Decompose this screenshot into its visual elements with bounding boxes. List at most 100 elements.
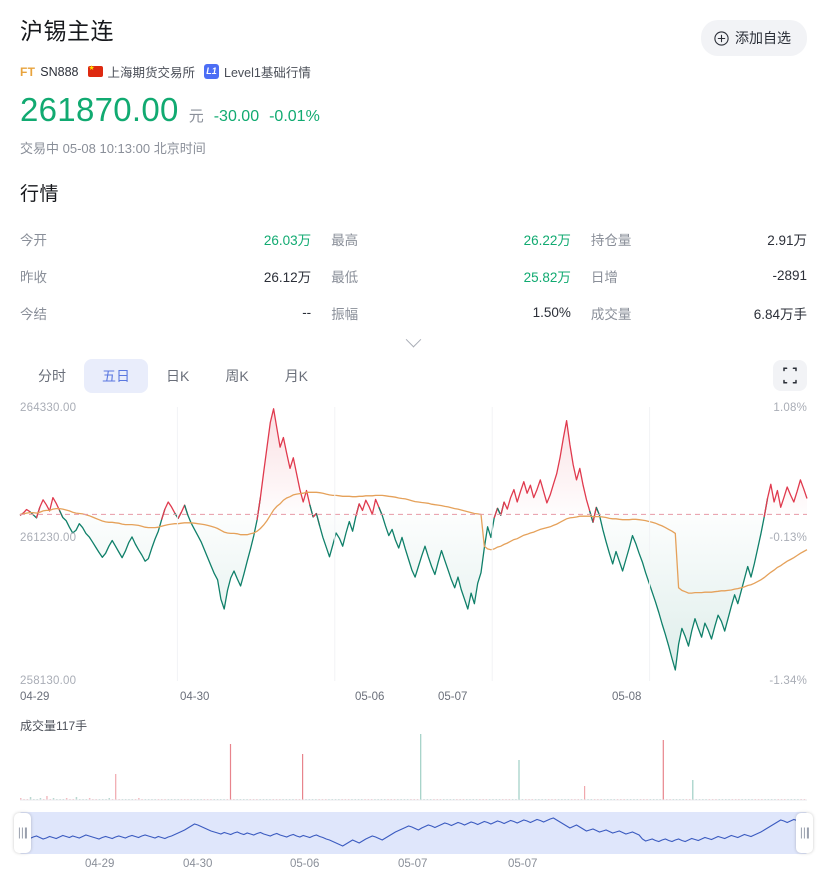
- price-line-segment: [58, 508, 166, 562]
- tab-分时[interactable]: 分时: [38, 368, 66, 384]
- price-line-segment: [763, 479, 808, 518]
- y-axis-label-mid-right: -0.13%: [769, 532, 807, 544]
- quote-value: 26.22万: [523, 232, 571, 248]
- volume-bar: [108, 798, 110, 800]
- quote-cell: 最高 26.22万: [311, 229, 571, 249]
- tab-五日[interactable]: 五日: [84, 359, 148, 393]
- price-line-segment: [355, 498, 383, 517]
- minimap-x-tick-label: 05-07: [508, 858, 538, 870]
- volume-bar: [88, 798, 91, 800]
- y-axis-label-top-left: 264330.00: [20, 402, 77, 414]
- volume-bar: [46, 796, 48, 800]
- last-price: 261870.00: [20, 91, 179, 128]
- price-line-segment: [183, 497, 262, 610]
- volume-bar: [20, 798, 22, 800]
- price-chart[interactable]: 264330.00 261230.00 258130.00 1.08% -0.1…: [0, 399, 827, 689]
- quote-value: 2.91万: [767, 232, 807, 248]
- fullscreen-button[interactable]: [773, 360, 807, 391]
- security-meta: FT SN888 上海期货交易所 L1 Level1基础行情: [20, 62, 807, 81]
- quote-value: 1.50%: [532, 305, 571, 320]
- volume-bar: [138, 798, 140, 800]
- data-level-info: L1 Level1基础行情: [204, 62, 311, 81]
- tab-月K[interactable]: 月K: [284, 368, 309, 384]
- chevron-down-icon: [405, 331, 422, 347]
- quote-label: 今结: [20, 306, 47, 322]
- y-axis-label-bottom-left: 258130.00: [20, 675, 77, 687]
- minimap-x-axis: 04-29 04-30 05-06 05-07 05-07: [20, 858, 807, 878]
- y-axis-label-mid-left: 261230.00: [20, 532, 77, 544]
- quote-label: 最低: [331, 269, 359, 285]
- price-line-segment: [256, 408, 314, 520]
- x-axis-tick-label: 04-30: [180, 691, 210, 703]
- volume-bar-spike: [420, 728, 422, 800]
- volume-bar: [52, 798, 55, 800]
- quote-value: -2891: [772, 268, 807, 283]
- volume-bar-spike: [518, 760, 520, 800]
- volume-bar: [75, 797, 78, 800]
- fullscreen-icon: [783, 367, 797, 384]
- quote-value: 6.84万手: [753, 306, 807, 322]
- quote-label: 振幅: [331, 306, 359, 322]
- price-line-segment: [315, 503, 360, 558]
- price-line-segment: [595, 498, 769, 671]
- volume-bar-spike: [584, 786, 586, 800]
- security-code: SN888: [40, 64, 79, 79]
- plus-circle-icon: [714, 30, 729, 46]
- quote-cell: 今结 --: [20, 303, 311, 323]
- minimap-canvas: [20, 817, 807, 847]
- quote-value: 25.82万: [523, 269, 571, 285]
- china-flag-icon: [87, 63, 103, 77]
- quote-value: 26.03万: [263, 232, 312, 248]
- x-axis-tick-label: 04-29: [20, 691, 50, 703]
- quote-row: 今开 26.03万 最高 26.22万 持仓量 2.91万: [20, 220, 807, 257]
- price-chart-canvas[interactable]: [0, 399, 827, 689]
- chart-range-scrollbar[interactable]: [14, 812, 813, 854]
- volume-chart: [0, 728, 827, 806]
- volume-bar: [65, 798, 68, 800]
- x-axis-tick-label: 05-08: [612, 691, 642, 703]
- price-change-percent: -0.01%: [269, 108, 320, 125]
- quote-cell: 今开 26.03万: [20, 229, 311, 249]
- quote-row: 今结 -- 振幅 1.50% 成交量 6.84万手: [20, 294, 807, 331]
- expand-quote-button[interactable]: [0, 331, 827, 351]
- volume-bar-spike: [302, 754, 304, 800]
- tab-周K[interactable]: 周K: [225, 368, 249, 384]
- quote-label: 最高: [331, 232, 359, 248]
- price-currency: 元: [188, 108, 204, 125]
- quote-cell: 昨收 26.12万: [20, 266, 311, 286]
- y-axis-label-top-right: 1.08%: [773, 402, 807, 414]
- volume-bar-spike: [662, 740, 664, 800]
- range-handle-left[interactable]: [14, 813, 31, 853]
- chart-x-axis: 04-29 04-30 05-06 05-07 05-08: [0, 691, 827, 713]
- quote-table: 今开 26.03万 最高 26.22万 持仓量 2.91万昨收 26.12万 最低 25.82万…: [0, 206, 827, 331]
- quote-section-heading: 行情: [20, 184, 60, 205]
- quote-label: 昨收: [20, 269, 47, 285]
- volume-bar-spike: [229, 744, 232, 800]
- price-line-segment: [500, 420, 594, 523]
- minimap-price-line: [20, 817, 807, 847]
- minimap-x-tick-label: 05-07: [398, 858, 428, 870]
- tab-日K[interactable]: 日K: [166, 368, 190, 384]
- range-handle-right[interactable]: [796, 813, 813, 853]
- chart-period-tabs: 分时 五日 日K 周K 月K: [0, 351, 827, 395]
- price-area-down: [20, 514, 807, 670]
- quote-cell: 最低 25.82万: [311, 266, 571, 286]
- market-type-tag: FT: [20, 64, 36, 79]
- minimap-selection[interactable]: [20, 812, 807, 854]
- title-row: 沪锡主连 添加自选: [20, 16, 807, 56]
- minimap-x-tick-label: 05-06: [290, 858, 320, 870]
- average-price-line: [19, 491, 808, 594]
- price-line-segment: [378, 507, 499, 610]
- volume-bar-spike: [692, 780, 694, 800]
- volume-bar: [39, 798, 42, 800]
- drag-handle-icon: [18, 827, 27, 839]
- quote-cell: 振幅 1.50%: [311, 303, 571, 323]
- quote-label: 持仓量: [590, 232, 632, 248]
- add-watchlist-label: 添加自选: [735, 30, 791, 46]
- minimap-x-tick-label: 04-30: [183, 858, 213, 870]
- page-title: 沪锡主连: [20, 18, 114, 44]
- price-area-up: [20, 408, 807, 515]
- quote-value: 26.12万: [263, 269, 312, 285]
- data-level-label: Level1基础行情: [224, 66, 311, 80]
- add-watchlist-button[interactable]: 添加自选: [701, 20, 807, 56]
